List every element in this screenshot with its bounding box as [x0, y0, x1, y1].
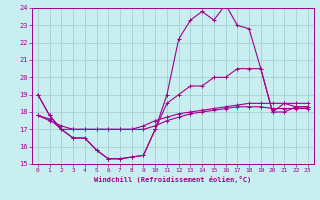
X-axis label: Windchill (Refroidissement éolien,°C): Windchill (Refroidissement éolien,°C) — [94, 176, 252, 183]
